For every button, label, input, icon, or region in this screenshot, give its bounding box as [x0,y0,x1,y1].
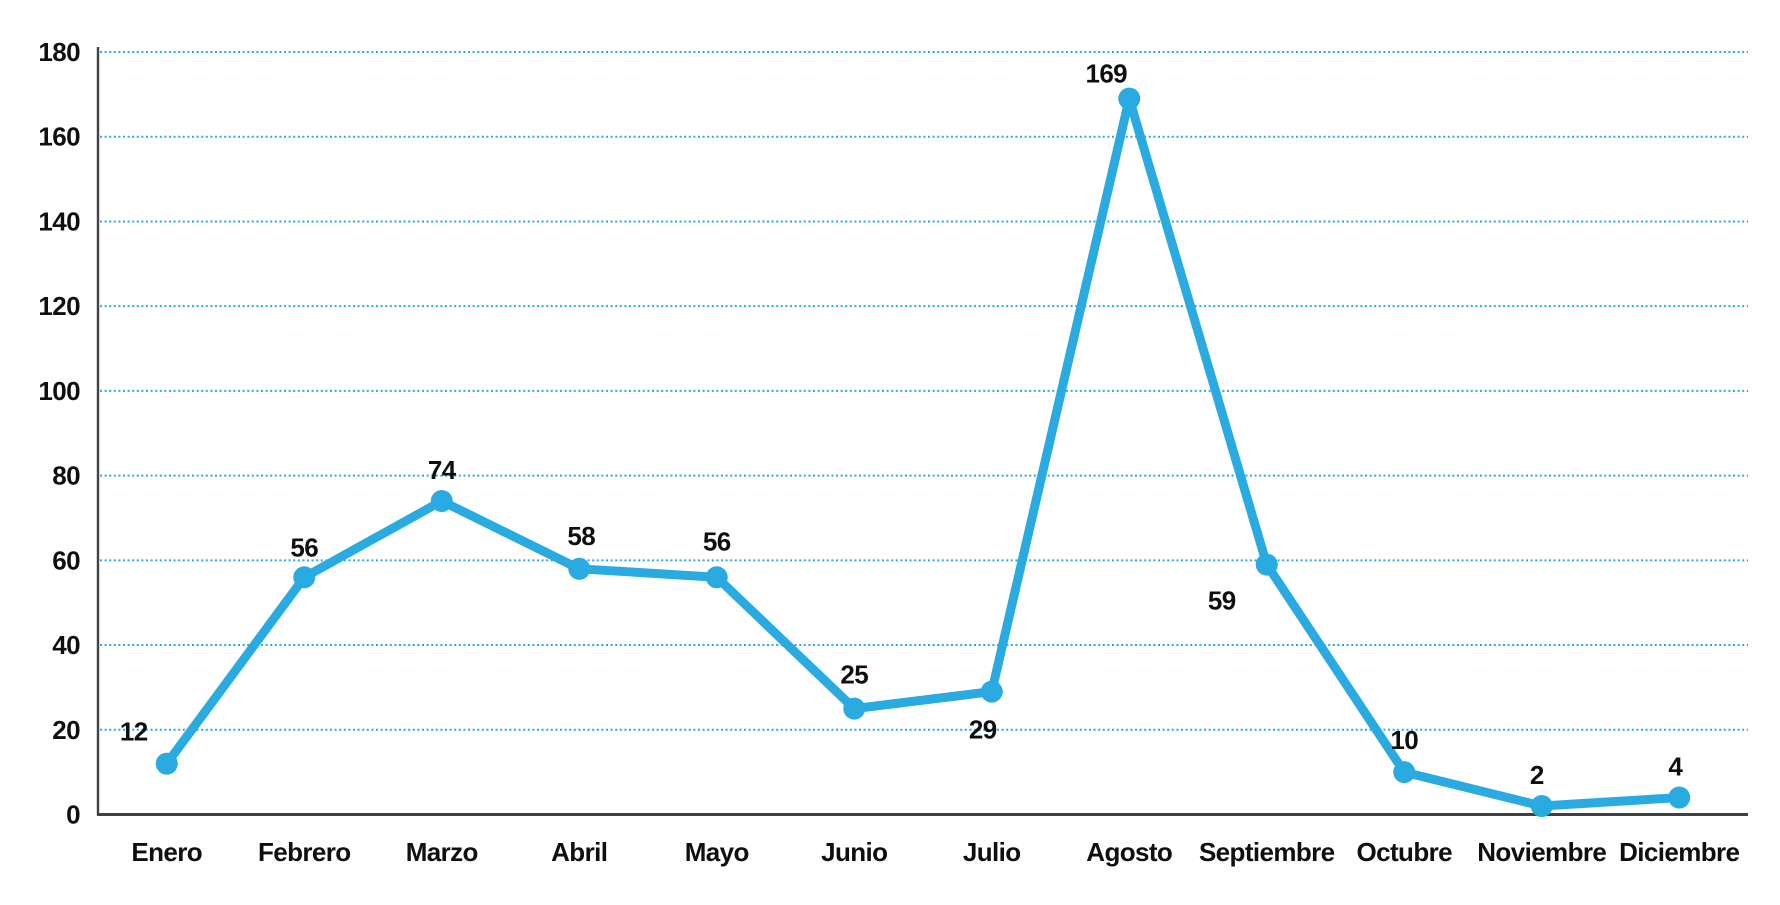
x-category-label: Enero [131,837,202,867]
y-tick-label: 40 [52,630,80,660]
data-point [293,566,316,589]
y-tick-label: 60 [52,545,80,575]
x-category-label: Octubre [1357,837,1453,867]
data-value-label: 59 [1208,586,1236,616]
data-point [980,680,1003,703]
y-tick-label: 180 [38,37,80,67]
data-point [1118,87,1141,110]
x-category-label: Junio [821,837,887,867]
y-tick-label: 140 [38,206,80,236]
x-category-label: Septiembre [1199,837,1335,867]
data-point [155,752,178,775]
data-point [1530,795,1553,818]
data-value-label: 4 [1668,752,1683,782]
data-point [430,490,453,513]
x-category-label: Febrero [258,837,351,867]
data-point [843,697,866,720]
x-category-label: Abril [551,837,607,867]
data-value-label: 58 [567,521,595,551]
data-point [1255,553,1278,576]
data-point [1668,786,1691,809]
y-tick-label: 0 [66,800,80,830]
data-value-label: 56 [290,532,318,562]
y-tick-label: 160 [38,122,80,152]
x-category-label: Diciembre [1619,837,1739,867]
x-category-label: Marzo [406,837,478,867]
y-tick-label: 120 [38,291,80,321]
series-line [162,94,1684,811]
y-tick-label: 20 [52,715,80,745]
data-value-label: 2 [1530,760,1544,790]
data-point [568,557,591,580]
data-value-label: 56 [703,526,731,556]
data-value-label: 169 [1085,59,1127,89]
x-category-label: Noviembre [1477,837,1606,867]
data-value-label: 12 [120,717,148,747]
data-value-label: 25 [840,660,868,690]
data-point [1393,761,1416,784]
data-point [705,566,728,589]
x-category-label: Julio [963,837,1021,867]
data-value-label: 29 [969,715,997,745]
x-category-label: Mayo [685,837,749,867]
data-value-label: 74 [428,455,457,485]
y-tick-label: 80 [52,461,80,491]
data-value-label: 10 [1390,725,1418,755]
y-tick-label: 100 [38,376,80,406]
x-category-label: Agosto [1086,837,1172,867]
